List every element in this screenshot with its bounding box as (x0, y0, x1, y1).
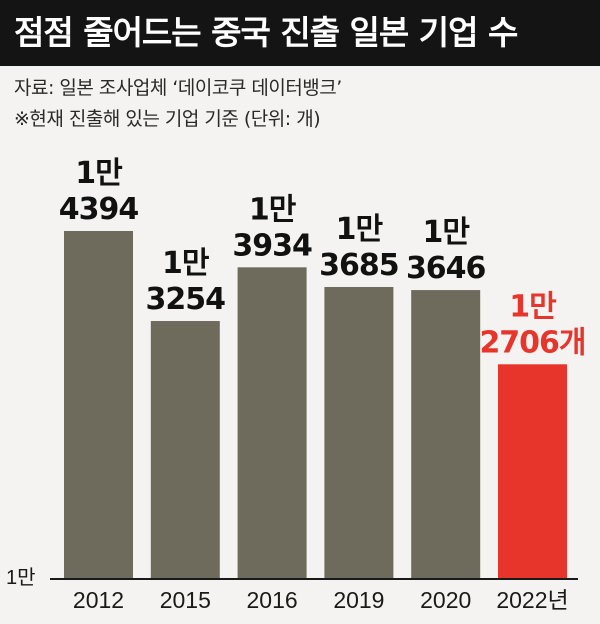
bar-2012 (64, 231, 133, 578)
bar-2016 (237, 267, 307, 578)
x-tick-label-2016: 2016 (247, 587, 298, 613)
data-label-2016-line-2: 3934 (232, 228, 312, 263)
data-label-2015-line-1: 1만 (162, 246, 210, 281)
unit-note: ※현재 진출해 있는 기업 기준 (단위: 개) (14, 108, 321, 130)
bars-group (64, 231, 567, 578)
data-label-2015-line-2: 3254 (146, 282, 226, 317)
x-tick-label-2022년: 2022년 (496, 587, 568, 613)
bar-2015 (150, 321, 220, 578)
data-label-2019-line-2: 3685 (319, 248, 399, 283)
data-label-2016-line-1: 1만 (249, 192, 297, 227)
x-tick-label-2015: 2015 (160, 587, 211, 613)
source-note: 자료: 일본 조사업체 ‘데이코쿠 데이터뱅크’ (14, 77, 342, 99)
chart-title: 점점 줄어드는 중국 진출 일본 기업 수 (0, 0, 600, 66)
bar-2020 (411, 290, 481, 578)
data-label-2012-line-2: 4394 (59, 192, 139, 227)
data-label-2019-line-1: 1만 (336, 212, 384, 247)
bar-2019 (324, 286, 394, 578)
x-axis-ticks: 2012 2015 2016 2019 2020 2022년 (73, 587, 569, 613)
data-label-2020-line-1: 1만 (422, 215, 470, 250)
data-label-2020-line-2: 3646 (406, 251, 486, 286)
data-label-2022년-line-1: 1만 (509, 289, 557, 324)
x-tick-label-2012: 2012 (73, 587, 124, 613)
y-axis-tick-label: 1만 (6, 566, 36, 589)
data-label-2022년-line-2: 2706개 (479, 325, 585, 360)
bar-2022년 (498, 364, 567, 578)
x-tick-label-2020: 2020 (420, 587, 471, 613)
data-label-2012-line-1: 1만 (75, 156, 123, 191)
x-tick-label-2019: 2019 (333, 587, 384, 613)
